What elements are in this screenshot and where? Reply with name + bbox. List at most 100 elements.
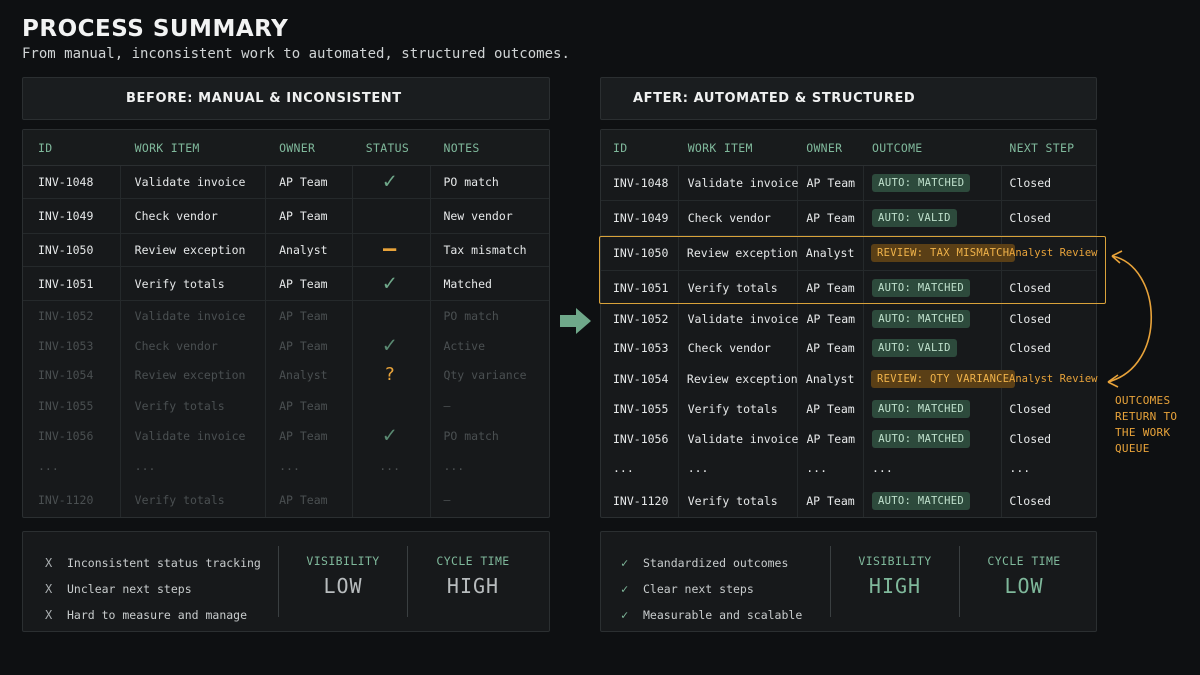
- list-item-label: Measurable and scalable: [643, 608, 803, 622]
- outcome-badge: REVIEW: QTY VARIANCE: [871, 369, 1016, 388]
- visibility-metric: VISIBILITY HIGH: [831, 532, 959, 631]
- table-row: ...............: [23, 450, 549, 481]
- table-row: INV-1053 Check vendor AP Team ✓ Active: [23, 331, 549, 360]
- row-owner: AP Team: [279, 338, 328, 353]
- page-title: PROCESS SUMMARY: [22, 16, 289, 42]
- row-item: Validate invoice: [134, 428, 246, 443]
- before-summary-list: X Inconsistent status tracking X Unclear…: [45, 550, 261, 628]
- metric-value: HIGH: [868, 574, 922, 598]
- row-owner: AP Team: [806, 402, 855, 416]
- list-item-label: Standardized outcomes: [643, 556, 789, 570]
- divider: [959, 546, 960, 617]
- row-item: Review exception: [134, 368, 246, 382]
- row-notes: Qty variance: [443, 368, 527, 382]
- row-item: Check vendor: [134, 209, 218, 223]
- check-icon: ✓: [621, 608, 629, 622]
- row-notes: PO match: [443, 309, 499, 323]
- row-notes: PO match: [443, 175, 499, 189]
- list-item: ✓ Standardized outcomes: [621, 550, 802, 576]
- outcome-cell: AUTO: MATCHED: [862, 174, 999, 192]
- row-id: INV-1050: [38, 243, 94, 257]
- table-row: INV-1052 Validate invoice AP Team PO match: [23, 301, 549, 331]
- row-item: Check vendor: [134, 338, 218, 353]
- list-item: ✓ Measurable and scalable: [621, 602, 802, 628]
- after-summary-list: ✓ Standardized outcomes ✓ Clear next ste…: [621, 550, 802, 628]
- row-id: INV-1048: [613, 176, 669, 190]
- metric-value: HIGH: [446, 574, 500, 598]
- return-note-line: OUTCOMES: [1115, 394, 1171, 407]
- column-header: WORK ITEM: [134, 140, 200, 155]
- row-owner: AP Team: [279, 209, 328, 223]
- outcome-cell: AUTO: VALID: [862, 209, 999, 227]
- row-next: Closed: [1009, 493, 1051, 508]
- column-divider: [430, 130, 431, 517]
- row-next: Closed: [1009, 402, 1051, 416]
- page-subtitle: From manual, inconsistent work to automa…: [22, 46, 570, 62]
- row-owner: AP Team: [279, 175, 328, 189]
- outcome-cell: REVIEW: TAX MISMATCH: [861, 244, 1016, 262]
- return-note-line: RETURN TO: [1115, 410, 1178, 423]
- list-item: X Hard to measure and manage: [45, 602, 261, 628]
- list-item-label: Clear next steps: [643, 582, 754, 596]
- check-icon: ✓: [382, 422, 397, 448]
- list-item-label: Unclear next steps: [67, 582, 192, 596]
- metric-label: CYCLE TIME: [987, 554, 1061, 568]
- row-id: INV-1053: [613, 341, 669, 355]
- row-id: ...: [38, 458, 59, 473]
- row-next: Closed: [1009, 280, 1051, 295]
- row-item: Validate invoice: [687, 176, 799, 190]
- outcome-cell: AUTO: MATCHED: [862, 400, 999, 418]
- row-owner: Analyst: [279, 243, 328, 257]
- return-arrow-icon: [1107, 250, 1152, 388]
- column-divider: [797, 130, 798, 517]
- row-item: Review exception: [134, 243, 246, 257]
- column-header: WORK ITEM: [687, 140, 753, 155]
- row-owner: AP Team: [279, 309, 328, 323]
- table-row: INV-1056 Validate invoice AP Team ✓ PO match: [23, 421, 549, 450]
- table-row: INV-1048 Validate invoice AP Team AUTO: MAT…: [601, 166, 1096, 201]
- after-summary: ✓ Standardized outcomes ✓ Clear next ste…: [600, 531, 1097, 632]
- row-item: Validate invoice: [687, 311, 799, 326]
- row-notes: PO match: [443, 428, 499, 443]
- row-id: INV-1051: [38, 276, 94, 291]
- column-divider: [265, 130, 266, 517]
- status-cell: ✓: [351, 334, 429, 357]
- table-row: INV-1051 Verify totals AP Team ✓ Matched: [23, 267, 549, 301]
- column-header: OWNER: [279, 140, 316, 155]
- table-row: INV-1053 Check vendor AP Team AUTO: VALID Cl…: [601, 333, 1096, 363]
- row-item: Verify totals: [687, 280, 778, 295]
- row-notes: –: [443, 492, 451, 507]
- outcome-badge: AUTO: MATCHED: [872, 429, 971, 448]
- column-divider: [678, 130, 679, 517]
- arrow-right-icon: [560, 308, 591, 334]
- outcome-badge: AUTO: MATCHED: [871, 278, 971, 297]
- status-cell: ✓: [351, 422, 429, 448]
- metric-label: CYCLE TIME: [436, 554, 510, 568]
- table-row: INV-1120 Verify totals AP Team AUTO: MATCHE…: [601, 482, 1096, 519]
- row-owner: ...: [279, 458, 300, 473]
- row-owner: AP Team: [279, 428, 328, 443]
- dash-icon: —: [382, 237, 397, 262]
- row-item: Validate invoice: [687, 431, 799, 446]
- divider: [407, 546, 408, 617]
- column-header: ID: [613, 140, 628, 155]
- row-next: Closed: [1009, 341, 1051, 355]
- row-item: Review exception: [686, 371, 798, 386]
- row-item: Verify totals: [134, 492, 225, 507]
- row-next: Closed: [1009, 311, 1052, 326]
- row-id: INV-1055: [38, 398, 94, 413]
- row-notes: New vendor: [443, 209, 513, 223]
- row-item: Review exception: [686, 246, 798, 260]
- row-item: Validate invoice: [134, 175, 246, 189]
- row-owner: Analyst: [805, 371, 855, 386]
- column-divider: [352, 130, 353, 517]
- row-owner: Analyst: [805, 246, 855, 260]
- table-row: INV-1056 Validate invoice AP Team AUTO: MAT…: [601, 424, 1096, 453]
- table-row: INV-1049 Check vendor AP Team New vendor: [23, 199, 549, 234]
- status-cell: ...: [351, 459, 429, 473]
- status-cell: ✓: [351, 171, 429, 193]
- row-owner: AP Team: [279, 276, 328, 291]
- row-id: ...: [613, 460, 634, 475]
- before-table: ID WORK ITEM OWNER STATUS NOTES INV-1048 Valid…: [22, 129, 550, 518]
- visibility-metric: VISIBILITY LOW: [279, 532, 407, 631]
